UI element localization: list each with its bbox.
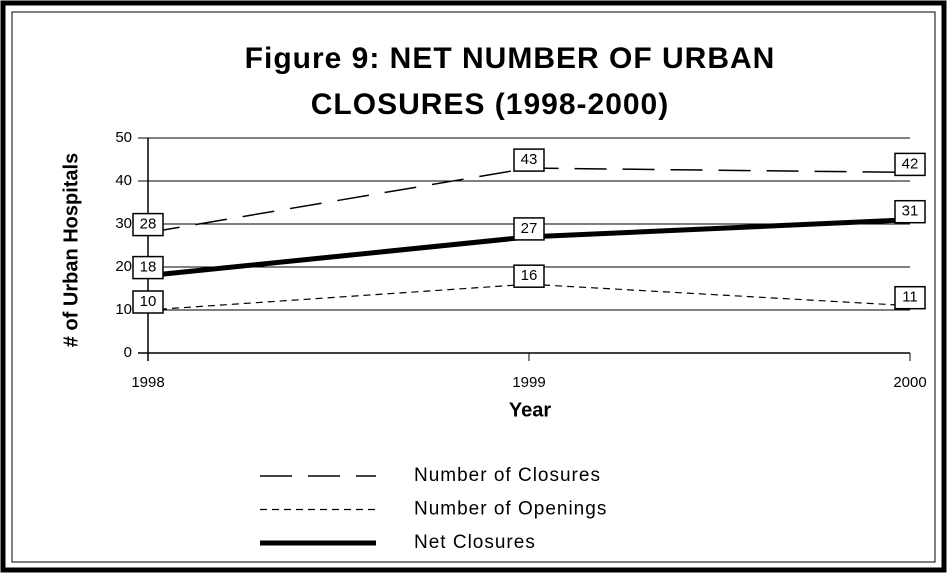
data-label-box [132, 255, 164, 280]
data-label-box [132, 290, 164, 314]
data-label-box [132, 212, 164, 237]
y-axis-label: # of Urban Hospitals [60, 153, 82, 347]
y-tick-label: 0 [124, 344, 132, 361]
data-label: 18 [140, 259, 157, 276]
series-line [147, 283, 911, 311]
data-label-box [513, 148, 545, 172]
x-tick-label: 1998 [131, 374, 164, 391]
data-label: 42 [902, 155, 919, 172]
data-label: 43 [521, 151, 538, 168]
legend-label: Number of Closures [414, 465, 601, 486]
y-tick-label: 10 [115, 301, 132, 318]
data-label-box [894, 152, 926, 177]
data-label: 11 [902, 289, 918, 306]
y-tick-label: 50 [115, 129, 132, 146]
data-label: 16 [521, 267, 538, 284]
data-label: 27 [521, 220, 538, 237]
data-label: 31 [902, 203, 919, 220]
y-tick-label: 30 [115, 215, 132, 232]
chart-title: Figure 9: NET NUMBER OF URBAN [245, 42, 776, 75]
data-label: 10 [140, 293, 157, 310]
data-label-box [894, 199, 926, 224]
legend-label: Net Closures [414, 532, 536, 553]
y-tick-label: 20 [115, 258, 132, 275]
x-tick-label: 1999 [512, 374, 545, 391]
chart-title: CLOSURES (1998-2000) [311, 88, 669, 121]
data-label-box [894, 285, 926, 310]
legend-label: Number of Openings [414, 499, 607, 520]
x-tick-label: 2000 [893, 374, 926, 391]
data-label-box [513, 217, 545, 241]
y-tick-label: 40 [115, 172, 132, 189]
data-label-box [513, 264, 545, 288]
data-label: 28 [140, 216, 157, 233]
inner-frame [11, 11, 936, 563]
x-axis-label: Year [509, 399, 551, 421]
